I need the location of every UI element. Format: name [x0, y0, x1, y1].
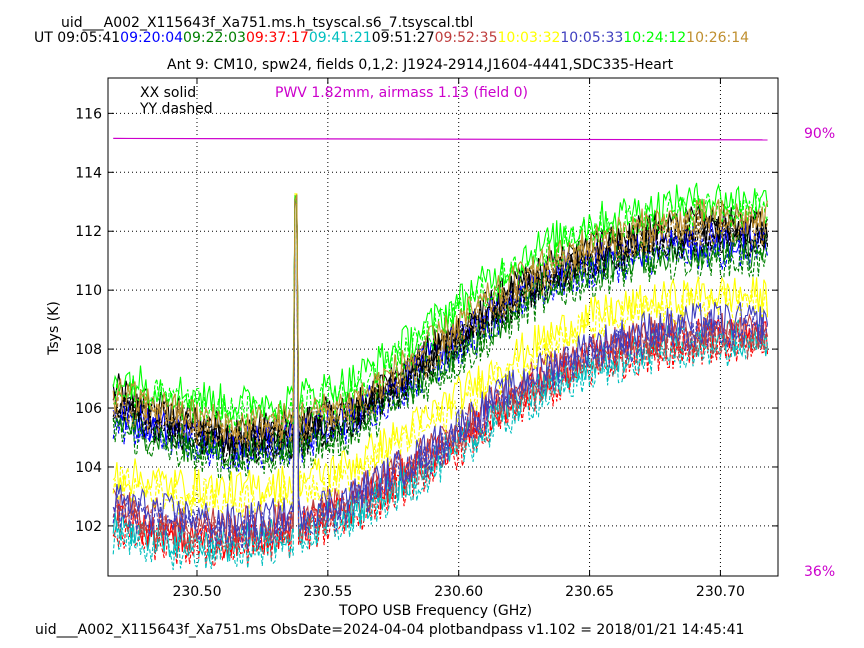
y-tick-label: 106 [75, 401, 102, 417]
series-line-5-xx [112, 198, 769, 456]
x-tick-label: 230.65 [565, 584, 614, 600]
y-tick-label: 116 [75, 106, 102, 122]
transmission-label-bottom: 36% [804, 564, 836, 580]
transmission-label-top: 90% [804, 126, 836, 142]
x-tick-label: 230.55 [303, 584, 352, 600]
x-tick-label: 230.60 [434, 584, 483, 600]
y-tick-label: 114 [75, 165, 102, 181]
y-tick-label: 112 [75, 224, 102, 240]
ut-label: UT [34, 30, 53, 46]
series-line-9-yy [113, 190, 769, 433]
y-tick-label: 108 [75, 342, 102, 358]
ut-time-4: 09:41:21 [308, 30, 372, 46]
ut-time-6: 09:52:35 [434, 30, 498, 46]
footer-info: uid___A002_X115643f_Xa751.ms ObsDate=202… [35, 622, 745, 638]
ut-time-3: 09:37:17 [245, 30, 309, 46]
ut-time-1: 09:20:04 [120, 30, 184, 46]
ut-time-list: 09:05:4109:20:0409:22:0309:37:1709:41:21… [57, 30, 749, 46]
ut-time-9: 10:24:12 [623, 30, 687, 46]
series-line-10-xx [112, 194, 769, 443]
transmission-curve [113, 137, 768, 141]
x-tick-label: 230.70 [696, 584, 745, 600]
ut-time-2: 09:22:03 [183, 30, 246, 46]
plot-frame [107, 77, 779, 577]
x-tick-label: 230.50 [172, 584, 221, 600]
ut-time-5: 09:51:27 [371, 30, 435, 46]
x-axis-label: TOPO USB Frequency (GHz) [339, 603, 533, 619]
series-line-8-yy [112, 195, 769, 550]
series-group [112, 182, 769, 571]
series-line-10-yy [112, 203, 769, 453]
series-line-3-yy [112, 197, 768, 568]
chart-title: Ant 9: CM10, spw24, fields 0,1,2: J1924-… [167, 57, 674, 73]
series-line-6-yy [112, 194, 768, 554]
y-axis-label: Tsys (K) [46, 301, 62, 355]
ut-times-row: UT 09:05:4109:20:0409:22:0309:37:1709:41… [34, 30, 749, 46]
series-line-0-yy [112, 200, 769, 457]
filename-title: uid___A002_X115643f_Xa751.ms.h_tsyscal.s… [61, 15, 474, 31]
legend-yy-dashed: YY dashed [140, 101, 213, 117]
series-line-7-yy [112, 192, 769, 518]
y-tick-label: 110 [75, 283, 102, 299]
ut-time-8: 10:05:33 [560, 30, 624, 46]
ut-time-0: 09:05:41 [57, 30, 121, 46]
ut-time-10: 10:26:14 [686, 30, 750, 46]
pwv-annotation: PWV 1.82mm, airmass 1.13 (field 0) [275, 85, 529, 101]
y-tick-label: 102 [75, 519, 102, 535]
legend-xx-solid: XX solid [140, 85, 197, 101]
y-tick-label: 104 [75, 460, 102, 476]
ut-time-7: 10:03:32 [497, 30, 561, 46]
